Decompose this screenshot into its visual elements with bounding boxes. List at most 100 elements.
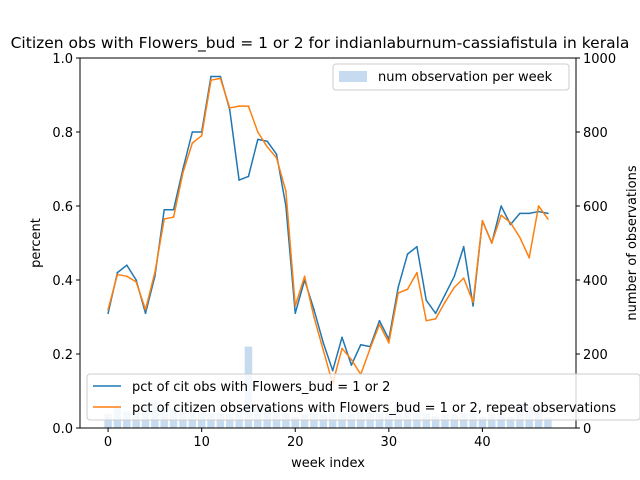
series-0-point-47: [547, 212, 549, 215]
chart-title: Citizen obs with Flowers_bud = 1 or 2 fo…: [11, 34, 630, 53]
x-axis-label: week index: [291, 456, 365, 471]
bar-12: [216, 413, 225, 428]
series-0-point-2: [125, 264, 128, 267]
series-1-point-14: [238, 105, 240, 107]
series-1-point-0: [107, 308, 109, 311]
series-1-point-12: [219, 77, 222, 80]
bar-25: [338, 413, 346, 428]
y-tick-label-0: 0.0: [52, 422, 73, 437]
bar-29: [375, 413, 384, 428]
series-1-point-6: [163, 218, 166, 220]
series-1-point-22: [313, 316, 315, 318]
y-tick-label-4: 0.8: [52, 126, 73, 141]
bar-41: [488, 413, 496, 428]
x-tick-label-4: 40: [474, 435, 491, 450]
series-1-point-39: [472, 301, 474, 304]
series-1-point-37: [453, 286, 456, 289]
series-0-point-4: [144, 312, 147, 315]
bar-33: [413, 413, 421, 428]
series-1-point-17: [266, 146, 268, 148]
series-1-point-44: [519, 236, 521, 239]
series-0-point-27: [359, 343, 362, 346]
series-1-point-26: [350, 358, 353, 361]
series-0-point-26: [350, 364, 353, 366]
series-1-point-46: [537, 205, 540, 207]
series-1-point-20: [294, 305, 297, 307]
series-1-point-21: [303, 275, 306, 278]
series-1-point-47: [547, 218, 549, 220]
y2-tick-label-3: 600: [583, 200, 608, 215]
y-tick-label-1: 0.2: [52, 348, 73, 363]
series-1-point-28: [369, 347, 371, 350]
plot-frame: [79, 57, 577, 429]
series-1-point-41: [490, 242, 493, 244]
series-0-point-17: [266, 140, 268, 143]
series-1-point-15: [247, 105, 250, 107]
y-tick-label-2: 0.4: [52, 274, 73, 289]
series-0-point-38: [462, 245, 465, 248]
bar-0: [104, 413, 112, 428]
series-line-1: [107, 77, 549, 385]
series-0-point-31: [397, 286, 399, 289]
x-tick-label-0: 0: [104, 435, 112, 450]
bar-37: [450, 415, 459, 428]
series-1-point-18: [275, 157, 278, 159]
series-0-point-44: [519, 212, 521, 215]
series-0-point-35: [434, 312, 437, 315]
x-tick-label-2: 20: [287, 435, 304, 450]
series-0-point-12: [219, 75, 222, 78]
series-0-point-6: [163, 208, 166, 211]
series-0-point-42: [500, 205, 502, 207]
series-1-point-16: [257, 131, 259, 133]
series-0-point-9: [191, 131, 194, 133]
series-0-point-14: [238, 179, 240, 181]
series-1-point-25: [341, 347, 343, 350]
series-0-point-1: [116, 271, 119, 274]
legend-lower-box: [86, 373, 640, 421]
series-1-point-13: [228, 107, 231, 109]
bar-38: [459, 413, 468, 428]
legend-lower: pct of cit obs with Flowers_bud = 1 or 2…: [86, 373, 640, 421]
legend-upper-box: [332, 63, 570, 91]
series-1-point-1: [116, 273, 119, 276]
bar-42: [497, 413, 505, 428]
y2-tick-label-1: 200: [583, 348, 608, 363]
series-1-point-5: [154, 271, 156, 274]
y2-tick-label-5: 1000: [583, 52, 616, 67]
series-0-point-32: [406, 253, 409, 255]
x-tick-label-1: 10: [193, 435, 210, 450]
series-0-point-39: [472, 305, 474, 307]
legend-series-1-label: pct of citizen observations with Flowers…: [132, 401, 616, 416]
series-1-point-7: [172, 216, 175, 218]
y-axis-label: percent: [29, 218, 44, 268]
series-0-point-34: [425, 299, 428, 302]
series-0-point-23: [322, 342, 325, 344]
series-0-point-25: [341, 336, 343, 339]
series-1-point-33: [416, 271, 418, 274]
series-1-point-10: [200, 134, 203, 137]
series-1-point-38: [462, 277, 465, 279]
series-0-point-11: [210, 75, 212, 78]
bar-36: [441, 413, 449, 428]
series-0-point-19: [285, 205, 287, 207]
series-0-point-20: [294, 312, 297, 315]
axes-layer: 0 10 20 30 40 0.0 0.2 0.4 0.6 0.8 1.0 0 200 400 600 800…: [52, 52, 616, 450]
series-0-point-3: [135, 279, 137, 281]
lines-layer: [107, 75, 549, 385]
y2-tick-label-0: 0: [583, 422, 591, 437]
legend-upper: num observation per week: [332, 63, 570, 91]
legend-bar-label: num observation per week: [378, 70, 553, 85]
bar-47: [544, 417, 552, 428]
series-1-point-19: [285, 190, 287, 192]
bar-20: [291, 416, 299, 428]
series-0-point-13: [228, 109, 231, 111]
series-0-point-18: [275, 153, 278, 155]
y2-tick-label-4: 800: [583, 126, 608, 141]
series-1-point-8: [182, 171, 184, 174]
series-0-point-45: [528, 212, 531, 215]
series-1-point-11: [210, 79, 212, 81]
legend-series-0-label: pct of cit obs with Flowers_bud = 1 or 2: [132, 380, 390, 395]
bar-35: [431, 416, 440, 428]
series-0-point-16: [257, 138, 259, 141]
series-1-point-23: [322, 349, 325, 352]
